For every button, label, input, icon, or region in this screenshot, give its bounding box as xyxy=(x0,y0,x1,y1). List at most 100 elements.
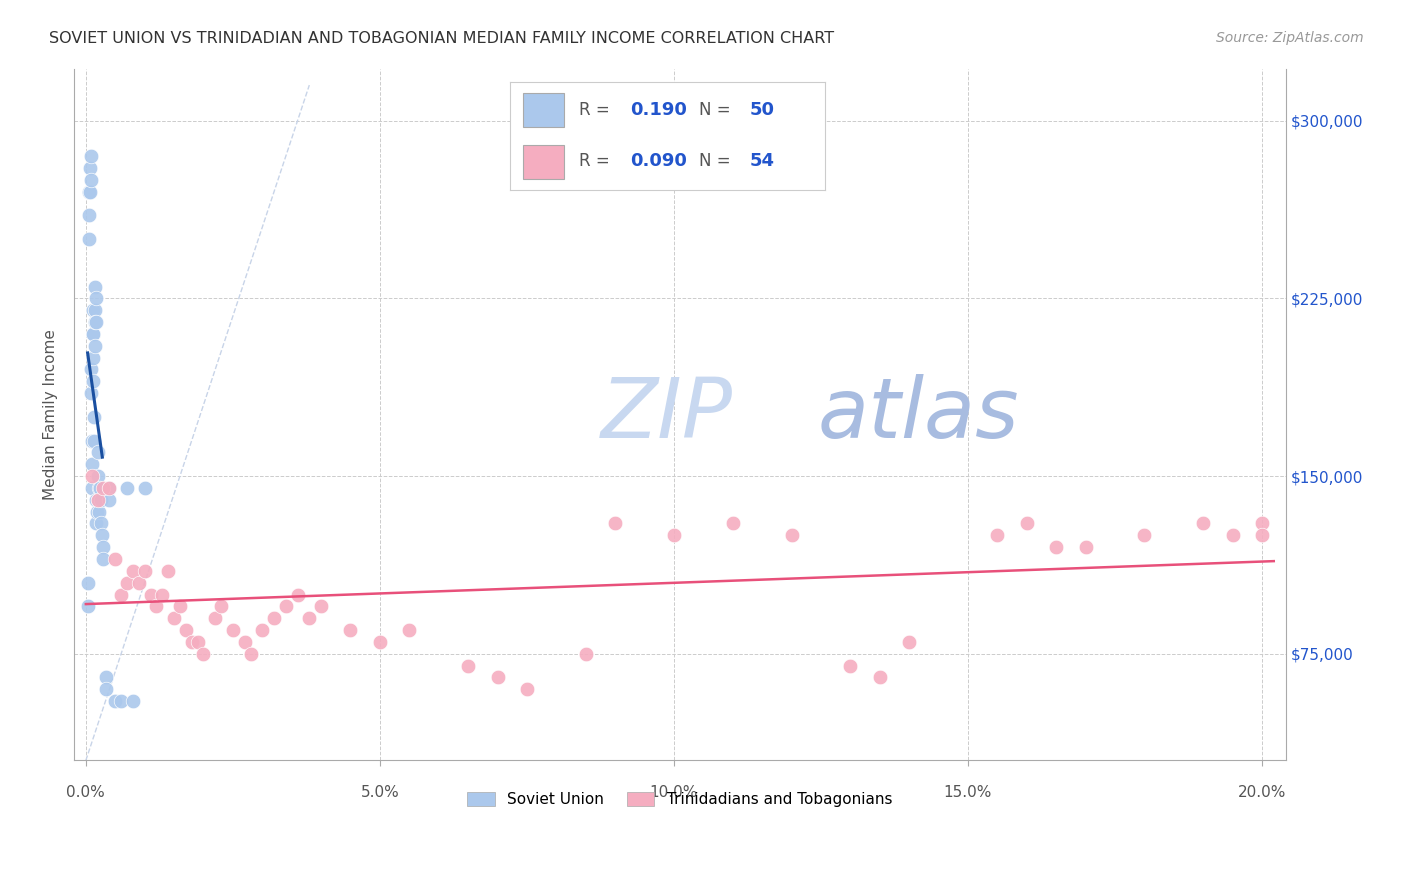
Point xyxy=(104,694,127,708)
Point xyxy=(204,611,226,625)
Point xyxy=(82,326,104,341)
Point xyxy=(90,528,112,542)
Point xyxy=(84,315,107,329)
Point xyxy=(83,434,105,448)
Point xyxy=(98,492,121,507)
Point xyxy=(233,635,256,649)
Legend: Soviet Union, Trinidadians and Tobagonians: Soviet Union, Trinidadians and Tobagonia… xyxy=(460,785,900,815)
Point xyxy=(79,149,101,163)
Point xyxy=(134,481,156,495)
Point xyxy=(986,528,1008,542)
Point xyxy=(79,185,101,199)
Point xyxy=(1251,528,1274,542)
Point xyxy=(263,611,285,625)
Point xyxy=(1133,528,1156,542)
Point xyxy=(80,386,103,401)
Point xyxy=(80,481,103,495)
Point xyxy=(87,505,110,519)
Point xyxy=(93,552,115,566)
Point xyxy=(239,647,262,661)
Point xyxy=(80,362,103,376)
Point xyxy=(122,564,145,578)
Point xyxy=(110,588,132,602)
Text: 20.0%: 20.0% xyxy=(1237,785,1286,800)
Text: Source: ZipAtlas.com: Source: ZipAtlas.com xyxy=(1216,31,1364,45)
Point xyxy=(84,291,107,305)
Text: ZIP: ZIP xyxy=(600,374,733,455)
Point xyxy=(869,670,891,684)
Point xyxy=(309,599,332,614)
Point xyxy=(104,552,127,566)
Point xyxy=(93,540,115,554)
Point xyxy=(398,623,420,637)
Point xyxy=(780,528,803,542)
Point xyxy=(79,209,101,223)
Point xyxy=(79,232,101,246)
Point xyxy=(339,623,361,637)
Point xyxy=(839,658,862,673)
Point xyxy=(79,185,101,199)
Point xyxy=(86,445,108,459)
Point xyxy=(90,492,112,507)
Point xyxy=(1192,516,1215,531)
Text: atlas: atlas xyxy=(818,374,1019,455)
Point xyxy=(368,635,391,649)
Point xyxy=(82,303,104,318)
Point xyxy=(82,351,104,365)
Text: 10.0%: 10.0% xyxy=(650,785,699,800)
Point xyxy=(84,315,107,329)
Point xyxy=(187,635,209,649)
Point xyxy=(98,481,121,495)
Point xyxy=(86,469,108,483)
Point xyxy=(83,279,105,293)
Point xyxy=(86,505,108,519)
Point xyxy=(1074,540,1097,554)
Point xyxy=(96,682,118,697)
Point xyxy=(209,599,232,614)
Point xyxy=(80,457,103,471)
Point xyxy=(83,303,105,318)
Point xyxy=(87,481,110,495)
Point xyxy=(1015,516,1038,531)
Point xyxy=(163,611,186,625)
Text: SOVIET UNION VS TRINIDADIAN AND TOBAGONIAN MEDIAN FAMILY INCOME CORRELATION CHAR: SOVIET UNION VS TRINIDADIAN AND TOBAGONI… xyxy=(49,31,834,46)
Point xyxy=(139,588,162,602)
Point xyxy=(898,635,921,649)
Point xyxy=(457,658,479,673)
Text: 15.0%: 15.0% xyxy=(943,785,993,800)
Point xyxy=(93,481,115,495)
Point xyxy=(79,173,101,187)
Point xyxy=(96,670,118,684)
Point xyxy=(662,528,685,542)
Point xyxy=(77,575,100,590)
Point xyxy=(1045,540,1067,554)
Point xyxy=(122,694,145,708)
Point xyxy=(150,588,173,602)
Point xyxy=(252,623,274,637)
Point xyxy=(86,492,108,507)
Point xyxy=(84,339,107,353)
Point xyxy=(80,469,103,483)
Text: 0.0%: 0.0% xyxy=(66,785,105,800)
Point xyxy=(193,647,215,661)
Point xyxy=(134,564,156,578)
Point xyxy=(721,516,744,531)
Point xyxy=(90,516,112,531)
Point xyxy=(80,434,103,448)
Point xyxy=(82,326,104,341)
Point xyxy=(115,481,138,495)
Point xyxy=(86,492,108,507)
Point xyxy=(516,682,538,697)
Point xyxy=(145,599,167,614)
Point xyxy=(86,516,108,531)
Y-axis label: Median Family Income: Median Family Income xyxy=(44,329,58,500)
Point xyxy=(180,635,202,649)
Point xyxy=(98,481,121,495)
Point xyxy=(115,575,138,590)
Point xyxy=(86,492,108,507)
Point xyxy=(1251,516,1274,531)
Point xyxy=(89,481,111,495)
Point xyxy=(575,647,598,661)
Point xyxy=(169,599,191,614)
Point xyxy=(298,611,321,625)
